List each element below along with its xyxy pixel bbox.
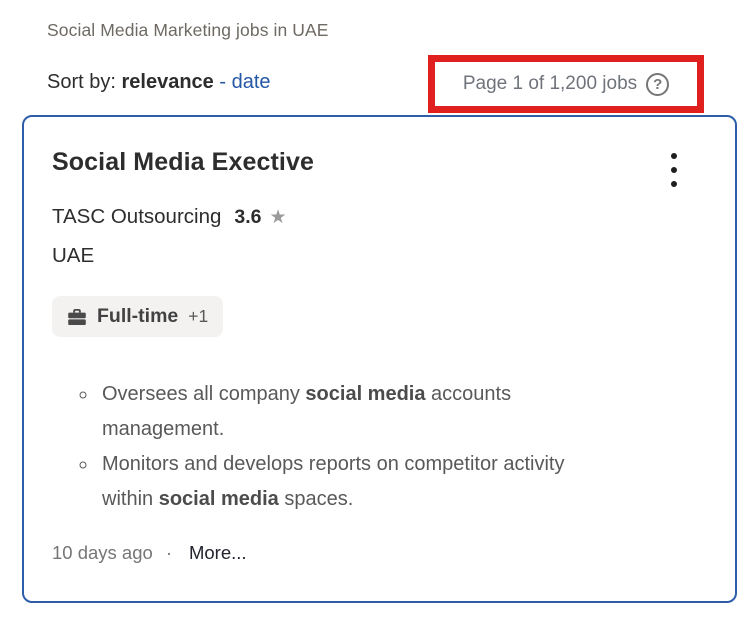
highlighted-keyword: social media xyxy=(158,488,279,510)
red-annotation-box: Page 1 of 1,200 jobs ? xyxy=(428,55,704,113)
job-location: UAE xyxy=(52,244,95,267)
more-link[interactable]: More... xyxy=(188,542,247,563)
highlighted-keyword: social media xyxy=(305,383,426,405)
sort-option-relevance[interactable]: relevance xyxy=(121,71,214,93)
footer-separator: · xyxy=(165,542,172,563)
star-icon: ★ xyxy=(269,207,287,228)
job-card[interactable]: Social Media Exective TASC Outsourcing 3… xyxy=(22,115,737,603)
card-title-row: Social Media Exective xyxy=(52,147,709,191)
snippet-item: Oversees all company social media accoun… xyxy=(98,377,576,447)
card-footer: 10 days ago · More... xyxy=(52,542,709,564)
job-title[interactable]: Social Media Exective xyxy=(52,148,314,176)
kebab-menu-icon[interactable] xyxy=(665,149,683,191)
company-name[interactable]: TASC Outsourcing xyxy=(52,205,222,228)
posted-age: 10 days ago xyxy=(52,542,153,563)
company-rating: 3.6 xyxy=(234,206,262,228)
sort-by-label: Sort by: xyxy=(47,71,116,93)
sort-separator: - xyxy=(219,71,227,93)
job-snippet-list: Oversees all company social media accoun… xyxy=(98,377,576,517)
results-header: Social Media Marketing jobs in UAE xyxy=(47,20,329,40)
badge-extra-count: +1 xyxy=(188,306,209,326)
snippet-item: Monitors and develops reports on competi… xyxy=(98,447,576,517)
briefcase-icon xyxy=(67,308,87,326)
company-row: TASC Outsourcing 3.6 ★ xyxy=(52,205,709,229)
job-type-badge[interactable]: Full-time +1 xyxy=(52,296,224,337)
page-count-label: Page 1 of 1,200 jobs xyxy=(462,73,638,94)
sort-by-bar: Sort by: relevance - date xyxy=(47,71,271,94)
help-icon[interactable]: ? xyxy=(646,72,670,96)
badge-label: Full-time xyxy=(97,305,179,327)
sort-option-date[interactable]: date xyxy=(231,71,271,93)
